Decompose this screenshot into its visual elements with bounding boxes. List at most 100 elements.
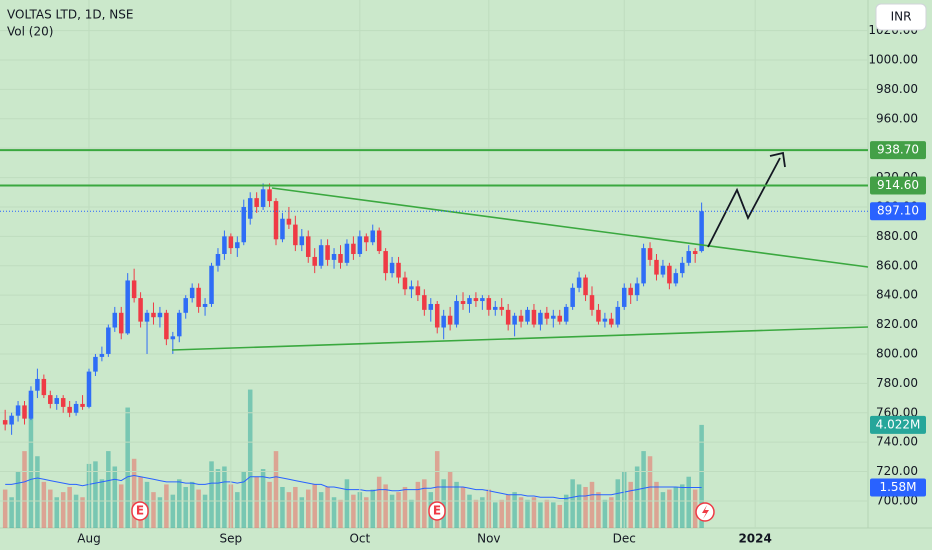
candle-body xyxy=(196,287,201,307)
volume-bar xyxy=(41,481,47,528)
volume-bar xyxy=(505,494,511,528)
volume-bar xyxy=(654,481,659,528)
candle-body xyxy=(183,298,188,313)
candle-body xyxy=(654,259,659,275)
candle-body xyxy=(222,236,227,255)
candle-body xyxy=(338,254,343,263)
volume-bar xyxy=(48,489,53,528)
volume-bar xyxy=(441,479,446,528)
volume-bar xyxy=(544,499,550,528)
event-marker xyxy=(428,501,446,521)
candle-body xyxy=(73,403,79,413)
volume-bar xyxy=(170,494,176,528)
candle-body xyxy=(454,301,459,325)
volume-bar xyxy=(396,492,401,528)
y-tick-label: 780.00 xyxy=(876,376,918,390)
currency-label[interactable]: INR xyxy=(891,10,912,24)
candle-body xyxy=(318,245,324,266)
candle-body xyxy=(680,262,685,274)
candle-body xyxy=(22,405,27,419)
candle-body xyxy=(138,298,143,322)
volume-bar xyxy=(615,479,621,528)
volume-bar xyxy=(93,461,98,528)
volume-bar xyxy=(118,484,124,528)
level-label-box xyxy=(870,141,926,160)
candle-body xyxy=(267,189,272,202)
candle-body xyxy=(551,315,556,319)
volume-bar xyxy=(389,494,395,528)
candle-body xyxy=(699,211,704,252)
candle-body xyxy=(389,262,395,274)
volume-bar xyxy=(660,492,666,528)
volume-bar xyxy=(28,394,34,528)
y-tick-label: 840.00 xyxy=(876,288,918,302)
vol-ma-label: 1.58M xyxy=(879,480,916,494)
dividend-icon-bolt xyxy=(702,505,709,519)
x-tick-label: Oct xyxy=(349,532,370,546)
level-label: 914.60 xyxy=(877,178,919,192)
candle-body xyxy=(396,262,401,278)
volume-bar xyxy=(54,497,60,528)
currency-button[interactable] xyxy=(875,3,927,31)
volume-bar xyxy=(2,489,8,528)
y-tick-label: 720.00 xyxy=(876,464,918,478)
arrow-head xyxy=(769,151,786,168)
candle-body xyxy=(383,251,388,274)
candle-body xyxy=(48,395,53,404)
candle-body xyxy=(583,277,588,296)
candle-body xyxy=(505,309,511,325)
volume-bar xyxy=(22,451,27,528)
volume-bar xyxy=(641,451,646,528)
candle-body xyxy=(673,273,679,284)
candle-body xyxy=(447,315,453,325)
volume-bar xyxy=(383,484,388,528)
candle-body xyxy=(164,312,169,340)
candle-body xyxy=(106,327,111,354)
candle-body xyxy=(93,356,98,372)
candle-body xyxy=(118,312,124,334)
y-tick-label: 880.00 xyxy=(876,229,918,243)
candle-body xyxy=(615,306,621,325)
volume-bar xyxy=(602,499,608,528)
candle-body xyxy=(247,198,253,219)
candle-body xyxy=(235,242,240,249)
volume-bar xyxy=(531,497,537,528)
candle-body xyxy=(254,198,259,207)
volume-bar xyxy=(460,486,466,528)
volume-bar xyxy=(293,486,298,528)
volume-bar xyxy=(512,492,517,528)
volume-bar xyxy=(525,499,530,528)
volume-bar xyxy=(570,479,575,528)
candle-body xyxy=(189,287,195,299)
candle-body xyxy=(157,312,163,318)
candle-body xyxy=(647,248,653,260)
volume-bar xyxy=(344,479,350,528)
candle-body xyxy=(228,236,234,249)
volume-bar xyxy=(35,456,40,528)
volume-bar xyxy=(473,499,479,528)
volume-bar xyxy=(267,481,272,528)
volume-bar xyxy=(60,492,66,528)
volume-bar xyxy=(609,497,614,528)
candle-body xyxy=(512,315,517,325)
y-tick-label: 820.00 xyxy=(876,317,918,331)
volume-bar xyxy=(151,492,156,528)
volume-bar xyxy=(196,489,201,528)
candle-body xyxy=(305,236,311,257)
volume-bar xyxy=(15,471,21,528)
vol-ma-label-box xyxy=(870,478,926,497)
volume-bar xyxy=(260,469,266,528)
volume-bar xyxy=(551,502,556,528)
candle-body xyxy=(80,403,85,407)
candle-body xyxy=(2,420,8,425)
x-tick-label: Aug xyxy=(77,532,100,546)
candle-body xyxy=(563,306,569,322)
volume-bar xyxy=(667,489,672,528)
volume-bar xyxy=(364,497,369,528)
volume-bar xyxy=(692,489,698,528)
candle-body xyxy=(170,336,176,340)
candle-body xyxy=(525,309,530,322)
candle-body xyxy=(151,312,156,318)
candle-body xyxy=(293,224,298,246)
candle-body xyxy=(35,378,40,391)
